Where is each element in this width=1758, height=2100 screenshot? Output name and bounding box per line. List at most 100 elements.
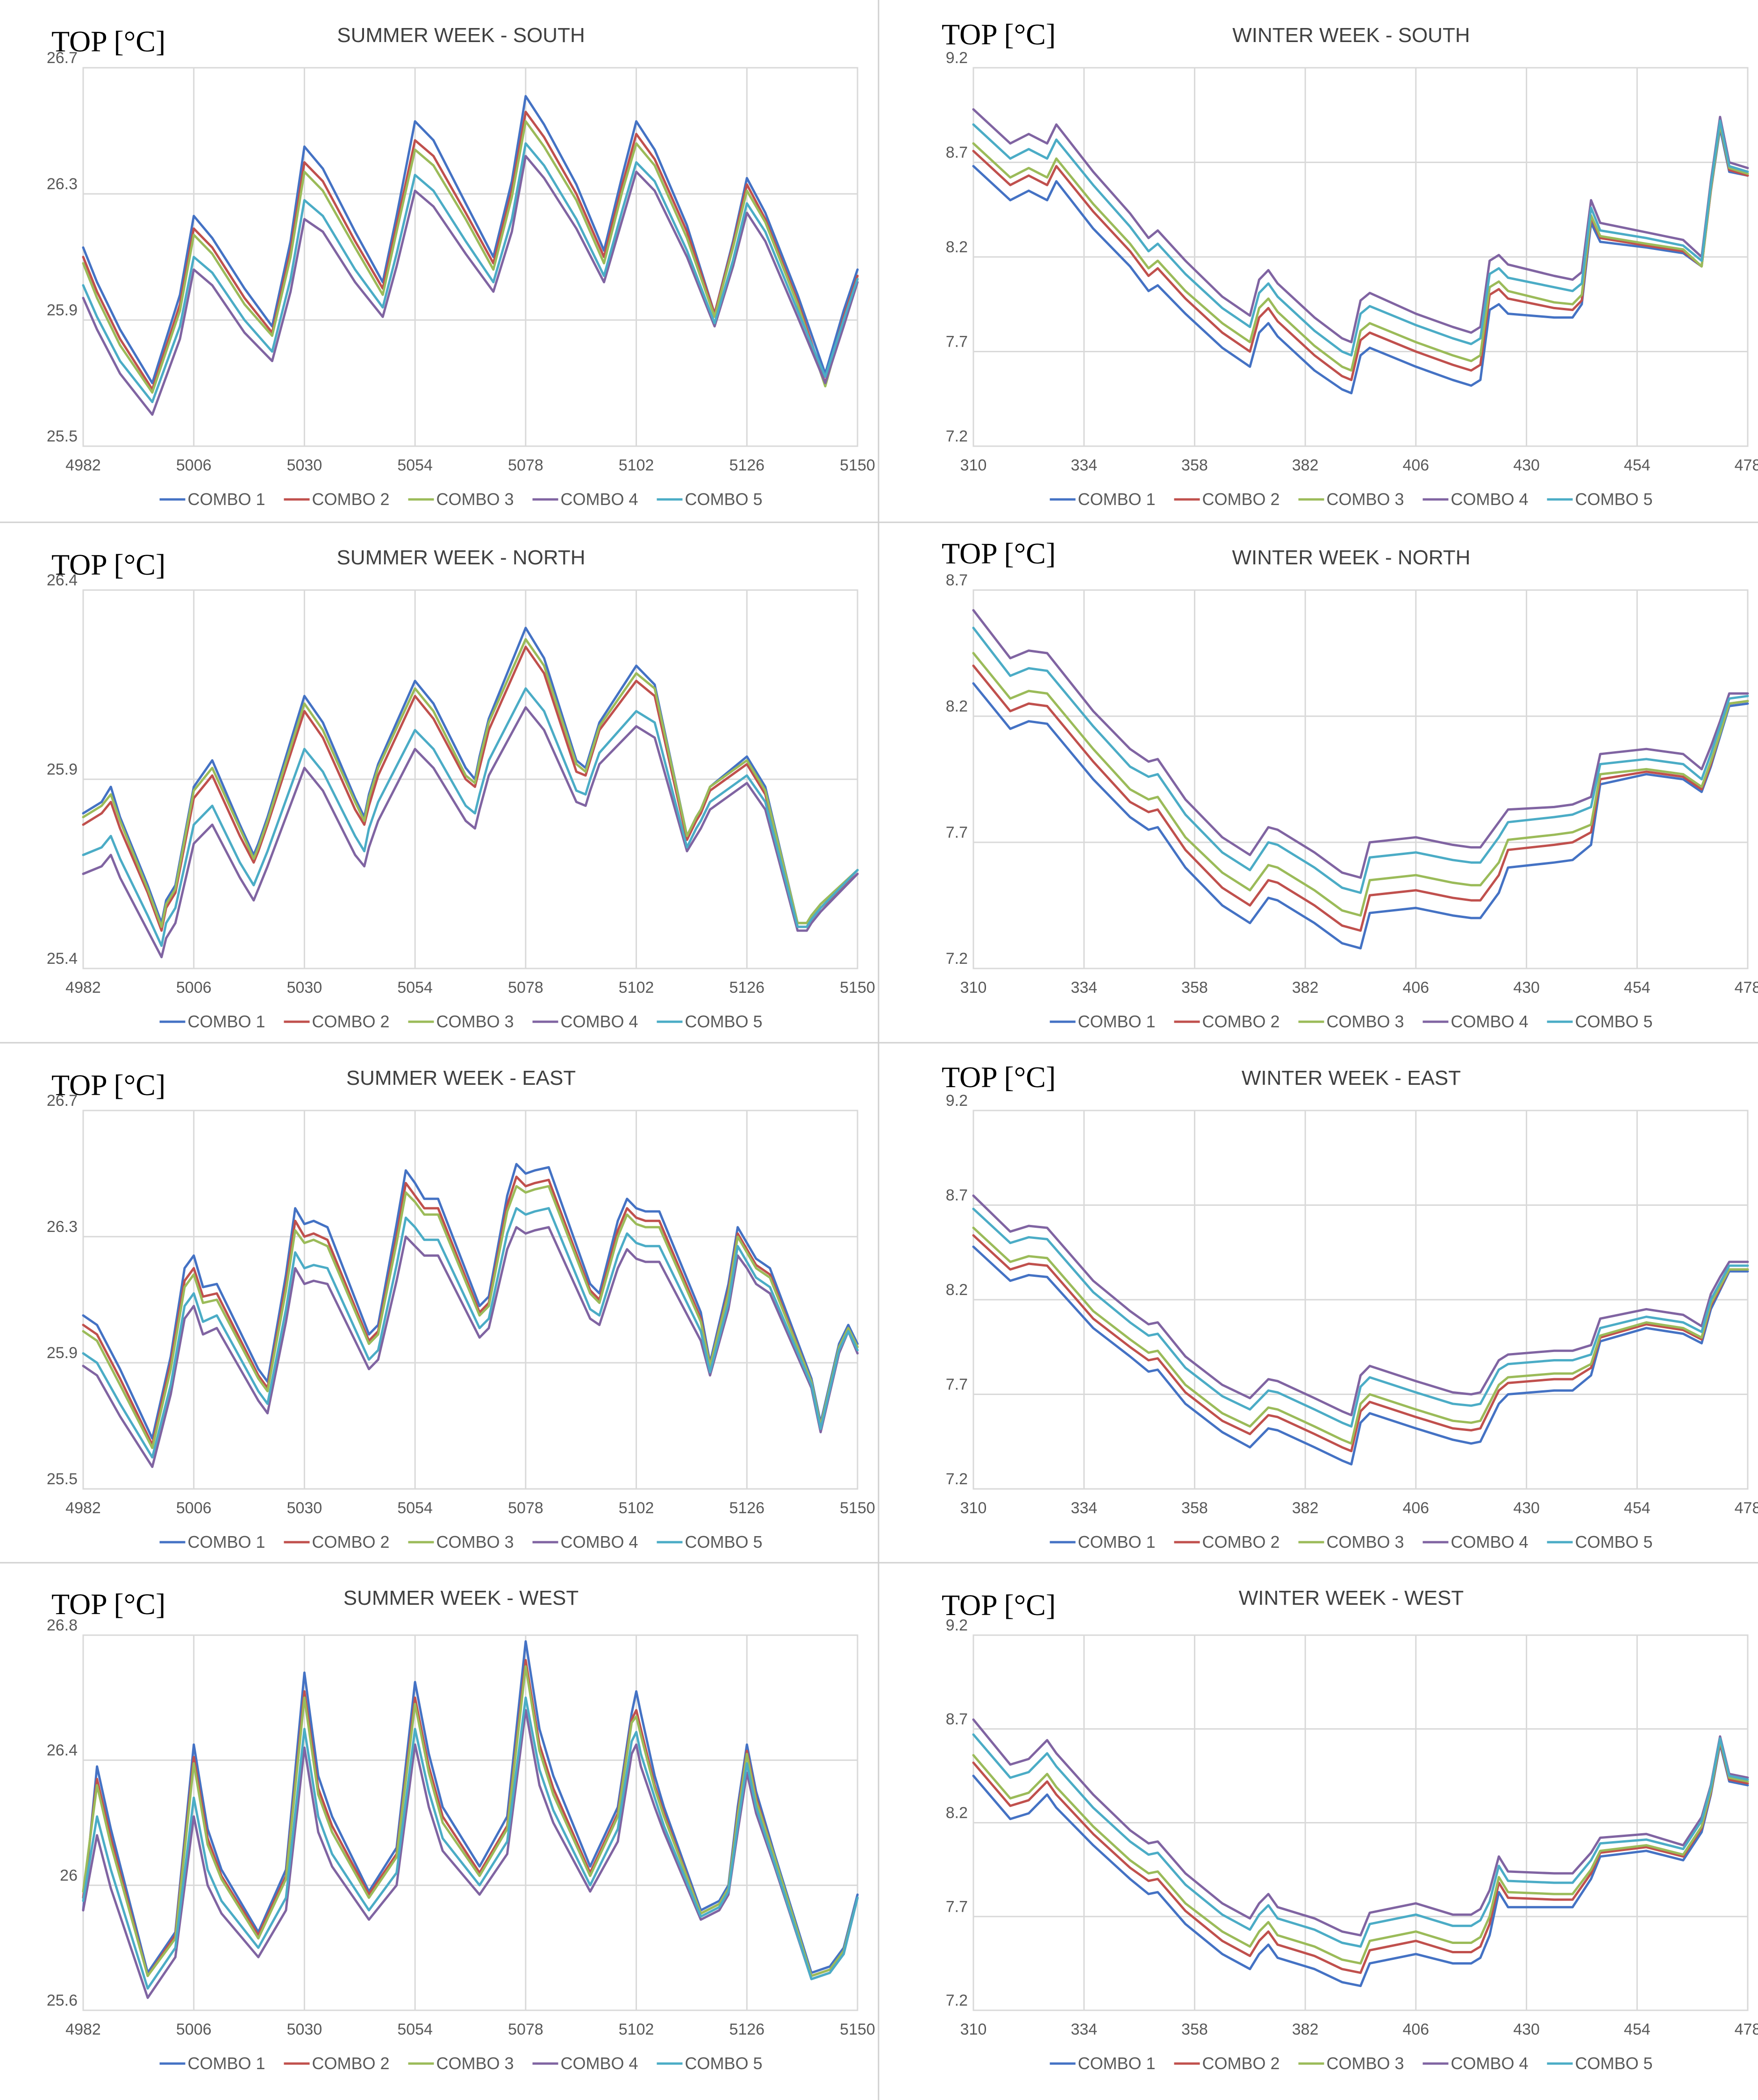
y-tick-label: 7.2: [946, 950, 968, 968]
x-tick-label: 382: [1292, 456, 1319, 474]
legend-label: COMBO 1: [1078, 1012, 1156, 1031]
x-tick-label: 5126: [729, 2021, 765, 2038]
series-line-combo-4: [82, 1226, 859, 1468]
series-line-combo-2: [972, 664, 1749, 932]
plot-area: [972, 1634, 1749, 2011]
legend-item: COMBO 2: [1174, 1532, 1280, 1552]
x-tick-label: 4982: [65, 456, 101, 474]
y-tick-label: 8.7: [946, 1187, 968, 1204]
series-line-combo-5: [82, 687, 859, 947]
legend-label: COMBO 4: [561, 1012, 638, 1031]
plot-area: [82, 1634, 858, 2011]
legend-item: COMBO 4: [532, 1532, 638, 1552]
x-tick-label: 5006: [176, 979, 212, 997]
legend-label: COMBO 5: [1575, 2054, 1653, 2073]
series-line-combo-4: [82, 706, 859, 959]
x-tick-label: 358: [1181, 456, 1208, 474]
y-tick-label: 7.2: [946, 427, 968, 445]
y-axis-label: TOP [°C]: [942, 1588, 1056, 1622]
legend-label: COMBO 5: [685, 490, 763, 509]
legend-item: COMBO 5: [657, 2054, 763, 2073]
x-tick-label: 454: [1624, 2021, 1651, 2038]
x-tick-label: 5054: [397, 2021, 433, 2038]
x-tick-label: 5126: [729, 1499, 765, 1517]
x-tick-label: 334: [1071, 2021, 1097, 2038]
series-line-combo-1: [972, 127, 1749, 395]
legend-item: COMBO 3: [408, 1532, 514, 1552]
legend-label: COMBO 1: [1078, 490, 1156, 509]
series-line-combo-1: [972, 1743, 1749, 1987]
y-tick-label: 7.7: [946, 1376, 968, 1394]
y-tick-label: 7.7: [946, 824, 968, 841]
chart-panel-6: TOP [°C] WINTER WEEK - EAST 7.2 7.7 8.2 8.7 9.…: [942, 1061, 1758, 1552]
legend-label: COMBO 1: [188, 1532, 265, 1552]
y-axis-label: TOP [°C]: [942, 18, 1056, 51]
legend-label: COMBO 2: [1202, 2054, 1280, 2073]
x-tick-label: 5078: [508, 979, 543, 997]
x-tick-label: 406: [1402, 456, 1429, 474]
legend-label: COMBO 4: [1451, 1012, 1529, 1031]
panels-layer: TOP [°C] SUMMER WEEK - SOUTH 25.5 25.9 26.3 2…: [47, 18, 1758, 2073]
legend-item: COMBO 4: [1422, 1532, 1529, 1552]
y-tick-label: 25.4: [47, 950, 78, 968]
series-line-combo-4: [972, 1194, 1749, 1417]
x-tick-label: 4982: [65, 2021, 101, 2038]
chart-panel-3: TOP [°C] SUMMER WEEK - NORTH 25.4 25.9 26.4 4…: [47, 546, 875, 1031]
legend-item: COMBO 2: [284, 1012, 390, 1031]
legend-item: COMBO 1: [1050, 2054, 1156, 2073]
legend-item: COMBO 3: [408, 1012, 514, 1031]
series-line-combo-3: [972, 1226, 1749, 1445]
series-line-combo-4: [972, 1718, 1749, 1936]
legend-item: COMBO 4: [532, 2054, 638, 2073]
legend-item: COMBO 2: [1174, 2054, 1280, 2073]
chart-title: WINTER WEEK - WEST: [1239, 1587, 1464, 1609]
x-tick-label: 4982: [65, 1499, 101, 1517]
legend-item: COMBO 2: [1174, 490, 1280, 509]
legend-item: COMBO 5: [657, 490, 763, 509]
x-tick-label: 430: [1513, 979, 1540, 997]
x-tick-label: 406: [1402, 979, 1429, 997]
x-tick-label: 406: [1402, 1499, 1429, 1517]
x-tick-label: 430: [1513, 1499, 1540, 1517]
x-tick-label: 5006: [176, 2021, 212, 2038]
legend-item: COMBO 1: [159, 1532, 265, 1552]
series-line-combo-4: [972, 609, 1749, 879]
legend-label: COMBO 2: [1202, 1012, 1280, 1031]
x-tick-label: 310: [960, 1499, 987, 1517]
legend-label: COMBO 1: [188, 1012, 265, 1031]
y-tick-label: 25.5: [47, 1470, 78, 1488]
legend-label: COMBO 3: [436, 1532, 514, 1552]
x-tick-label: 5030: [287, 1499, 322, 1517]
x-tick-label: 310: [960, 456, 987, 474]
legend-label: COMBO 3: [436, 1012, 514, 1031]
legend-item: COMBO 3: [1298, 2054, 1404, 2073]
y-tick-label: 8.2: [946, 698, 968, 715]
series-line-combo-5: [972, 119, 1749, 357]
chart-title: SUMMER WEEK - SOUTH: [337, 24, 585, 47]
legend-label: COMBO 5: [1575, 1532, 1653, 1552]
legend-item: COMBO 5: [1547, 490, 1653, 509]
y-tick-label: 7.2: [946, 1992, 968, 2009]
legend-item: COMBO 5: [657, 1532, 763, 1552]
y-tick-label: 8.7: [946, 571, 968, 589]
x-tick-label: 5006: [176, 1499, 212, 1517]
chart-panel-4: TOP [°C] WINTER WEEK - NORTH 7.2 7.7 8.2 8.7 3…: [942, 537, 1758, 1031]
legend-label: COMBO 3: [1327, 1012, 1404, 1031]
x-tick-label: 406: [1402, 2021, 1429, 2038]
y-tick-label: 8.2: [946, 238, 968, 256]
series-line-combo-4: [82, 155, 859, 416]
legend-label: COMBO 3: [436, 2054, 514, 2073]
x-tick-label: 5078: [508, 2021, 543, 2038]
chart-title: SUMMER WEEK - EAST: [346, 1067, 576, 1089]
legend-item: COMBO 4: [532, 1012, 638, 1031]
legend-label: COMBO 4: [561, 1532, 638, 1552]
x-tick-label: 454: [1624, 1499, 1651, 1517]
legend-label: COMBO 1: [1078, 1532, 1156, 1552]
y-tick-label: 25.9: [47, 301, 78, 319]
x-tick-label: 5054: [397, 1499, 433, 1517]
series-line-combo-1: [972, 682, 1749, 950]
legend-item: COMBO 3: [1298, 490, 1404, 509]
series-line-combo-3: [972, 123, 1749, 372]
legend-item: COMBO 4: [1422, 2054, 1529, 2073]
